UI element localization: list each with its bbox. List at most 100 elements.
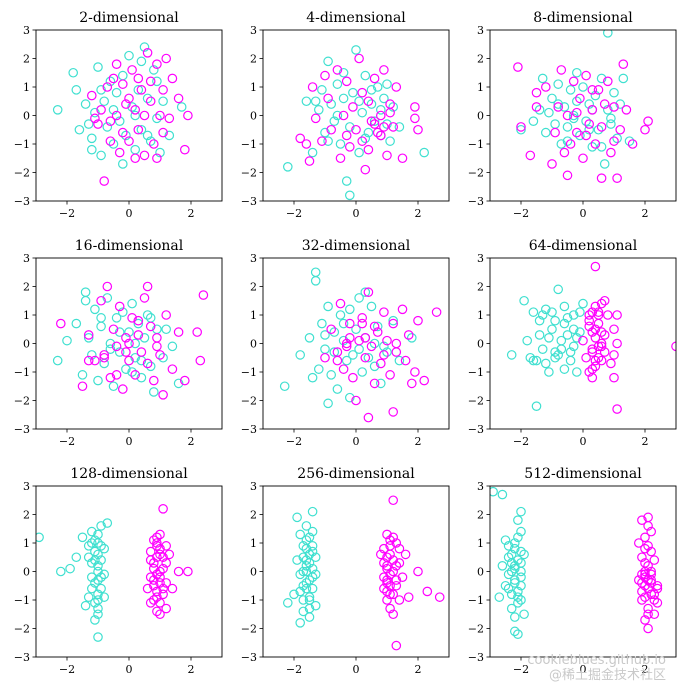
point-class1-11 xyxy=(338,93,349,104)
point-class2-34 xyxy=(593,307,604,317)
point-class2-11 xyxy=(118,384,128,394)
point-class2-21 xyxy=(155,110,165,121)
point-class2-11 xyxy=(155,578,165,588)
point-class2-6 xyxy=(108,73,119,84)
point-class2-33 xyxy=(394,543,405,554)
point-class1-9 xyxy=(87,558,97,568)
point-class2-0 xyxy=(142,583,153,594)
point-class1-24 xyxy=(142,93,153,104)
point-class1-21 xyxy=(596,73,607,84)
point-class1-21 xyxy=(531,355,542,366)
point-class2-3 xyxy=(317,136,327,146)
point-class1-25 xyxy=(382,119,392,129)
point-class2-17 xyxy=(366,116,377,126)
point-class1-5 xyxy=(547,93,557,104)
point-class1-4 xyxy=(531,401,542,411)
point-class2-9 xyxy=(562,110,573,121)
point-class2-5 xyxy=(587,347,598,357)
point-class1-20 xyxy=(130,352,140,363)
point-class2-37 xyxy=(609,136,619,146)
point-class2-18 xyxy=(369,73,380,84)
point-class2-22 xyxy=(397,304,408,315)
point-class2-27 xyxy=(155,543,165,554)
point-class2-12 xyxy=(571,127,582,138)
subplot-title: 512-dimensional xyxy=(524,466,642,482)
point-class1-28 xyxy=(624,136,635,146)
point-class2-22 xyxy=(434,592,445,602)
points-layer xyxy=(506,261,676,414)
y-tick-label: 3 xyxy=(250,252,257,265)
point-class1-6 xyxy=(83,541,94,551)
point-class1-26 xyxy=(298,595,309,605)
point-class1-19 xyxy=(363,127,374,138)
point-class1-32 xyxy=(553,99,563,109)
point-class1-27 xyxy=(158,352,168,363)
point-class2-28 xyxy=(413,124,423,135)
point-class1-4 xyxy=(313,364,324,374)
point-class1-33 xyxy=(556,344,567,354)
y-tick-label: −2 xyxy=(14,167,30,180)
point-class2-8 xyxy=(385,569,395,580)
point-class2-39 xyxy=(341,341,352,352)
x-tick-label: −2 xyxy=(59,663,75,676)
point-class2-30 xyxy=(584,315,594,326)
point-class1-32 xyxy=(130,338,140,349)
y-tick-label: 1 xyxy=(23,309,30,322)
point-class2-7 xyxy=(640,592,650,602)
point-class2-37 xyxy=(357,136,367,146)
point-class2-16 xyxy=(161,558,171,568)
point-class2-37 xyxy=(161,578,171,588)
point-class1-3 xyxy=(313,105,324,115)
point-class1-36 xyxy=(93,538,103,548)
point-class1-8 xyxy=(544,367,554,377)
point-class1-26 xyxy=(513,598,523,608)
point-class1-11 xyxy=(565,85,576,95)
point-class1-32 xyxy=(509,612,520,622)
point-class2-12 xyxy=(363,287,374,297)
point-class2-15 xyxy=(606,358,616,369)
axes-frame xyxy=(489,257,677,430)
point-class1-38 xyxy=(127,367,137,377)
point-class2-22 xyxy=(382,150,392,161)
point-class1-27 xyxy=(516,546,526,557)
y-tick-label: 2 xyxy=(23,53,30,66)
y-tick-label: 1 xyxy=(23,537,30,550)
point-class1-8 xyxy=(87,526,97,537)
point-class2-36 xyxy=(385,107,395,118)
point-class1-7 xyxy=(553,79,563,89)
point-class1-35 xyxy=(90,546,100,557)
point-class1-32 xyxy=(304,592,315,602)
point-class1-16 xyxy=(351,324,361,335)
point-class2-13 xyxy=(366,341,377,352)
point-class1-24 xyxy=(509,538,520,548)
point-class1-0 xyxy=(506,350,517,360)
point-class2-25 xyxy=(379,558,389,568)
point-class2-34 xyxy=(531,102,542,112)
point-class2-26 xyxy=(640,558,650,568)
point-class1-1 xyxy=(62,335,72,346)
point-class2-37 xyxy=(124,338,134,349)
point-class2-19 xyxy=(385,370,395,380)
point-class1-17 xyxy=(99,592,109,602)
point-class2-38 xyxy=(385,535,395,545)
point-class1-29 xyxy=(164,130,175,141)
point-class2-1 xyxy=(93,119,103,129)
point-class2-20 xyxy=(145,321,156,332)
point-class1-6 xyxy=(506,603,517,614)
x-tick-label: −2 xyxy=(59,435,75,448)
point-class1-1 xyxy=(68,67,78,78)
point-class1-15 xyxy=(114,347,125,357)
point-class2-32 xyxy=(379,572,389,582)
point-class2-4 xyxy=(587,327,598,337)
point-class1-24 xyxy=(606,119,616,129)
point-class2-32 xyxy=(618,59,629,69)
point-class2-20 xyxy=(375,110,386,121)
point-class1-18 xyxy=(357,367,367,377)
point-class1-4 xyxy=(77,532,88,543)
point-class1-31 xyxy=(80,287,91,297)
point-class1-19 xyxy=(127,102,137,112)
point-class1-29 xyxy=(310,275,321,286)
point-class2-10 xyxy=(596,298,607,309)
y-tick-label: 2 xyxy=(23,509,30,522)
point-class1-6 xyxy=(320,344,330,354)
